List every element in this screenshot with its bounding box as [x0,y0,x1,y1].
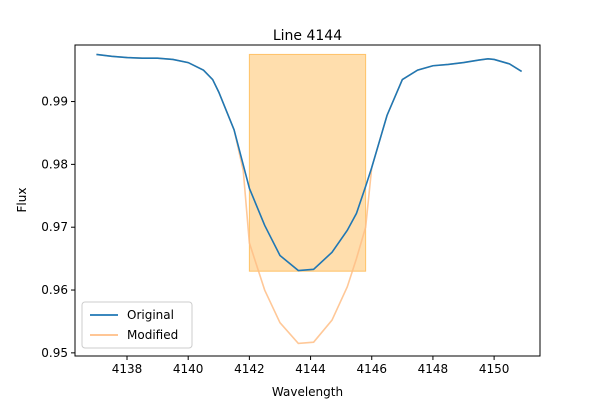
x-tick-label: 4140 [173,362,204,376]
y-tick-label: 0.97 [41,220,68,234]
chart-title: Line 4144 [273,28,342,44]
legend-label-original: Original [127,308,174,322]
y-tick-label: 0.96 [41,283,68,297]
shaded-region [248,53,367,272]
x-tick-label: 4138 [112,362,143,376]
axes: 4138 4140 4142 4144 4146 4148 4150 0.95 0.96 0.97… [41,44,541,376]
legend-box [81,301,193,349]
x-tick-label: 4146 [356,362,387,376]
legend: Original Modified [81,301,193,349]
series-line-original [96,53,523,272]
y-axis-label: Flux [15,188,29,213]
y-tick-label: 0.99 [41,95,68,109]
x-axis-label: Wavelength [272,385,343,399]
plot-frame [74,44,541,357]
x-tick-label: 4144 [295,362,326,376]
x-tick-label: 4148 [418,362,449,376]
y-tick-label: 0.98 [41,157,68,171]
y-tick-label: 0.95 [41,346,68,360]
x-tick-label: 4142 [234,362,265,376]
legend-label-modified: Modified [127,328,178,342]
plot-area [96,53,523,345]
x-tick-label: 4150 [479,362,510,376]
